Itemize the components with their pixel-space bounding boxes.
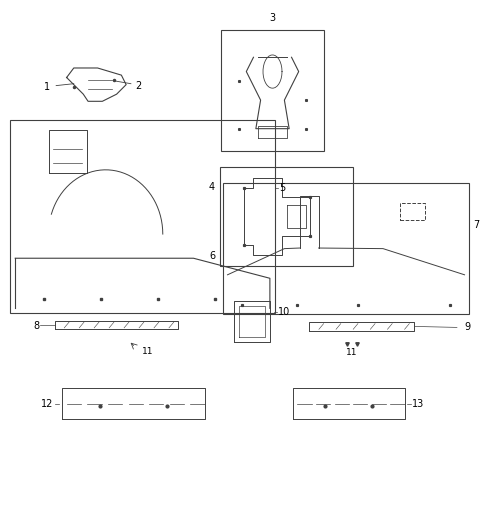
Text: 1: 1	[44, 81, 50, 92]
Text: 2: 2	[135, 80, 141, 91]
Text: 8: 8	[33, 322, 39, 331]
Text: 9: 9	[464, 323, 470, 332]
Text: 11: 11	[346, 348, 357, 357]
Text: 11: 11	[142, 347, 153, 356]
Text: 5: 5	[279, 183, 286, 193]
Text: 7: 7	[473, 220, 480, 230]
Text: 6: 6	[209, 251, 215, 262]
Bar	[11, 120, 275, 313]
Text: 4: 4	[209, 182, 215, 191]
Bar	[223, 183, 469, 314]
Text: 3: 3	[269, 13, 276, 23]
Text: 13: 13	[412, 398, 424, 409]
Bar	[221, 30, 324, 151]
Bar	[220, 166, 353, 266]
Text: 10: 10	[278, 307, 291, 317]
Text: 12: 12	[41, 398, 54, 409]
